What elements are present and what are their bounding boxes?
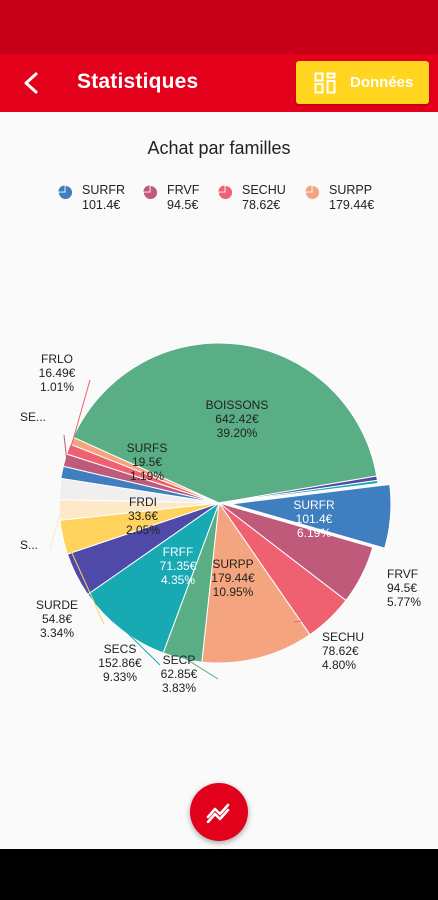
pie-label-surpp-value: 179.44€ bbox=[211, 571, 255, 585]
chart-area: Achat par familles SURFR 101.4€ FRVF 94.… bbox=[0, 112, 438, 849]
page-title: Statistiques bbox=[77, 70, 199, 93]
pie-label-surfs-value: 19.5€ bbox=[132, 455, 162, 469]
pie-label-sechu-percent: 4.80% bbox=[322, 658, 356, 672]
back-arrow-icon bbox=[24, 72, 38, 94]
legend-value: 94.5€ bbox=[167, 198, 199, 212]
legend-pie-icon bbox=[58, 185, 73, 200]
pie-label-surpp-name: SURPP bbox=[212, 557, 253, 571]
pie-label-surpp-percent: 10.95% bbox=[213, 585, 254, 599]
leader-line bbox=[182, 656, 219, 680]
pie-label-boissons-percent: 39.20% bbox=[217, 426, 258, 440]
pie-label-s-name: S... bbox=[20, 538, 38, 552]
leader-line bbox=[319, 557, 361, 575]
pie-label-surfs-name: SURFS bbox=[127, 441, 168, 455]
status-bar bbox=[0, 0, 438, 54]
grid-icon bbox=[314, 72, 336, 93]
pie-slice-surpp[interactable] bbox=[201, 501, 311, 664]
pie-label-frff-name: FRFF bbox=[163, 545, 194, 559]
pie-label-secs-value: 152.86€ bbox=[98, 656, 142, 670]
pie-label-surfs-percent: 1.19% bbox=[130, 469, 164, 483]
legend-name: SURFR bbox=[82, 183, 126, 197]
pie-label-frff-value: 71.35€ bbox=[160, 559, 197, 573]
pie-slice-boissons[interactable] bbox=[72, 342, 378, 504]
pie-label-boissons-name: BOISSONS bbox=[206, 398, 269, 412]
leader-line bbox=[64, 536, 105, 625]
legend-value: 101.4€ bbox=[82, 198, 121, 212]
chart-line-icon bbox=[206, 803, 230, 823]
pie-label-secp-value: 62.85€ bbox=[161, 667, 198, 681]
pie-slice-surfr[interactable] bbox=[230, 483, 392, 549]
legend-item-sechu[interactable]: SECHU 78.62€ bbox=[218, 183, 286, 213]
pie-label-surfr-percent: 6.19% bbox=[297, 526, 331, 540]
pie-label-frlo-percent: 1.01% bbox=[40, 380, 74, 394]
pie-label-frdi-value: 33.6€ bbox=[128, 509, 158, 523]
pie-label-sechu-value: 78.62€ bbox=[322, 644, 359, 658]
pie-label-secs-percent: 9.33% bbox=[103, 670, 137, 684]
data-button-label: Données bbox=[350, 74, 414, 91]
legend-pie-icon bbox=[218, 185, 233, 200]
pie-label-secp-name: SECP bbox=[163, 653, 196, 667]
pie-slice-minor-16[interactable] bbox=[218, 479, 379, 504]
data-button[interactable]: Données bbox=[296, 61, 429, 104]
leader-line bbox=[63, 434, 68, 461]
pie-label-boissons-value: 642.42€ bbox=[215, 412, 259, 426]
legend-pie-icon bbox=[143, 185, 158, 200]
pie-label-frvf-value: 94.5€ bbox=[387, 581, 417, 595]
pie-leader-lines bbox=[49, 379, 361, 680]
leader-line bbox=[121, 627, 161, 666]
legend-name: SURPP bbox=[329, 183, 373, 197]
back-button[interactable] bbox=[14, 64, 50, 102]
pie-slices bbox=[58, 342, 392, 664]
pie-label-secp-percent: 3.83% bbox=[162, 681, 196, 695]
pie-label-surde-percent: 3.34% bbox=[40, 626, 74, 640]
chart-title: Achat par familles bbox=[147, 138, 291, 158]
pie-label-secs-name: SECS bbox=[104, 642, 137, 656]
legend-item-frvf[interactable]: FRVF 94.5€ bbox=[143, 183, 199, 213]
pie-label-frff-percent: 4.35% bbox=[161, 573, 195, 587]
system-nav-bar bbox=[0, 849, 438, 900]
legend-value: 78.62€ bbox=[242, 198, 281, 212]
legend-name: SECHU bbox=[242, 183, 286, 197]
leader-line bbox=[69, 379, 91, 450]
pie-label-surfr-value: 101.4€ bbox=[296, 512, 333, 526]
pie-label-surfr-name: SURFR bbox=[293, 498, 335, 512]
pie-label-se-name: SE... bbox=[20, 410, 46, 424]
pie-slice-secs[interactable] bbox=[86, 501, 221, 654]
leader-line bbox=[49, 509, 62, 550]
pie-label-frvf-name: FRVF bbox=[387, 567, 418, 581]
pie-label-sechu-name: SECHU bbox=[322, 630, 364, 644]
legend-item-surpp[interactable]: SURPP 179.44€ bbox=[305, 183, 374, 213]
app-bar: Statistiques Données bbox=[0, 54, 438, 112]
legend-pie-icon bbox=[305, 185, 320, 200]
leader-line bbox=[293, 617, 328, 623]
legend-value: 179.44€ bbox=[329, 198, 375, 212]
pie-label-frdi-percent: 2.05% bbox=[126, 523, 160, 537]
chart-fab-button[interactable] bbox=[190, 783, 248, 841]
pie-label-frvf-percent: 5.77% bbox=[387, 595, 421, 609]
pie-label-surde-value: 54.8€ bbox=[42, 612, 72, 626]
legend-item-surfr[interactable]: SURFR 101.4€ bbox=[58, 183, 125, 213]
legend-name: FRVF bbox=[167, 183, 200, 197]
pie-label-frlo-name: FRLO bbox=[41, 352, 73, 366]
pie-label-frlo-value: 16.49€ bbox=[39, 366, 76, 380]
pie-label-frdi-name: FRDI bbox=[129, 495, 157, 509]
pie-label-surde-name: SURDE bbox=[36, 598, 78, 612]
